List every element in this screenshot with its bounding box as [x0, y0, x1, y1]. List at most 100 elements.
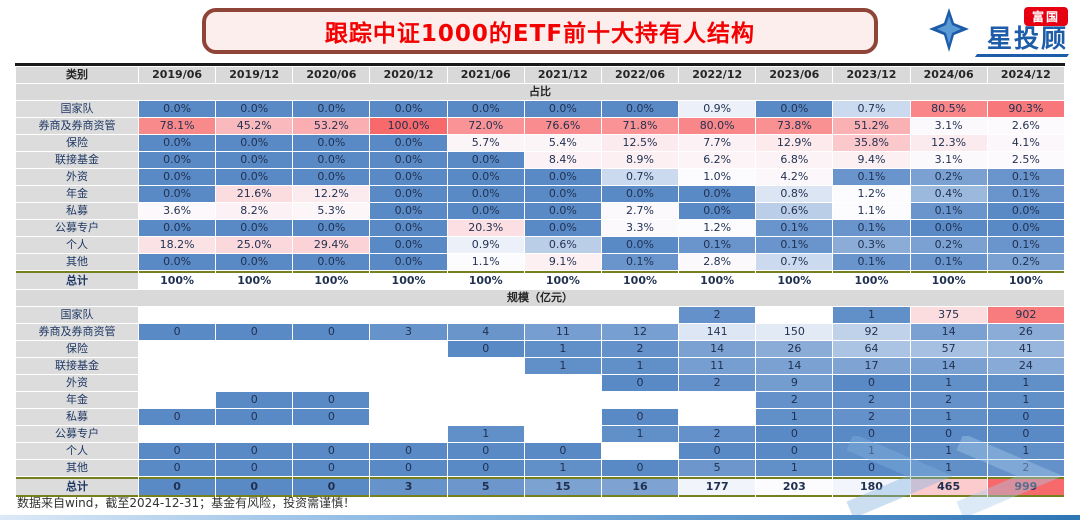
heatmap-cell: 1	[987, 375, 1064, 391]
heatmap-cell: 16	[601, 477, 679, 497]
heatmap-cell: 0.0%	[756, 101, 833, 117]
heatmap-cell: 6.2%	[679, 152, 756, 168]
heatmap-table: 类别 2019/06 2019/12 2020/06 2020/12 2021/06 202…	[15, 63, 1065, 498]
total-row: 总计 0 0 0 3 5 15 16 177 203 180 465 999	[16, 477, 1064, 497]
heatmap-cell: 0	[601, 375, 679, 391]
heatmap-cell: 180	[833, 477, 910, 497]
heatmap-cell: 73.8%	[756, 118, 833, 134]
heatmap-cell: 2	[679, 375, 756, 391]
bottom-accent-bar	[0, 515, 1080, 520]
table-row: 外资 0 2 9 0 1 1	[16, 375, 1064, 391]
heatmap-cell: 17	[833, 358, 910, 374]
heatmap-cell: 375	[910, 307, 987, 323]
data-source-note: 数据来自wind，截至2024-12-31；基金有风险，投资需谨慎！	[17, 496, 356, 510]
heatmap-cell: 0	[987, 426, 1064, 442]
table-row: 公募专户 0.0% 0.0% 0.0% 0.0% 20.3% 0.0% 3.3% 1.2% 0.1…	[16, 220, 1064, 236]
heatmap-cell: 26	[756, 341, 833, 357]
row-label: 年金	[16, 392, 138, 408]
heatmap-cell	[370, 392, 446, 408]
column-header: 2023/06	[756, 67, 833, 83]
heatmap-cell: 100%	[370, 271, 447, 289]
table-row: 年金 0 0 2 2 2 1	[16, 392, 1064, 408]
heatmap-cell: 15	[524, 477, 601, 497]
heatmap-cell: 1	[987, 392, 1064, 408]
heatmap-cell	[370, 375, 446, 391]
heatmap-cell: 0.0%	[370, 135, 447, 151]
heatmap-cell: 4.1%	[987, 135, 1064, 151]
heatmap-cell: 0.4%	[910, 186, 987, 202]
heatmap-cell: 0.0%	[370, 220, 447, 236]
heatmap-cell: 0	[833, 375, 910, 391]
heatmap-cell: 0.0%	[370, 254, 447, 270]
row-label: 联接基金	[16, 152, 138, 168]
heatmap-cell: 0	[447, 443, 524, 459]
heatmap-cell: 0.9%	[447, 237, 524, 253]
column-header-row: 类别 2019/06 2019/12 2020/06 2020/12 2021/06 202…	[16, 67, 1064, 83]
heatmap-cell	[602, 307, 678, 323]
row-label: 年金	[16, 186, 138, 202]
heatmap-cell	[602, 443, 678, 459]
heatmap-cell: 5	[679, 460, 756, 476]
heatmap-cell	[370, 341, 446, 357]
heatmap-cell: 0	[447, 341, 524, 357]
heatmap-cell: 41	[987, 341, 1064, 357]
heatmap-cell: 0.0%	[987, 203, 1064, 219]
heatmap-cell: 9.1%	[524, 254, 601, 270]
heatmap-cell: 0	[293, 477, 370, 497]
row-label: 公募专户	[16, 426, 138, 442]
heatmap-cell: 0.0%	[293, 169, 370, 185]
table-row: 个人 0 0 0 0 0 0 0 0 1 1 1	[16, 443, 1064, 459]
heatmap-cell: 1.2%	[679, 220, 756, 236]
heatmap-cell: 0.0%	[679, 203, 756, 219]
heatmap-cell: 0.0%	[293, 135, 370, 151]
heatmap-cell: 0.7%	[601, 169, 679, 185]
heatmap-cell: 0.0%	[139, 186, 216, 202]
heatmap-cell: 18.2%	[139, 237, 216, 253]
heatmap-cell: 0.0%	[139, 254, 216, 270]
heatmap-cell: 0	[833, 460, 910, 476]
heatmap-cell: 0.1%	[833, 220, 910, 236]
heatmap-cell: 57	[910, 341, 987, 357]
heatmap-cell	[602, 392, 678, 408]
heatmap-cell: 64	[833, 341, 910, 357]
heatmap-cell: 14	[679, 341, 756, 357]
heatmap-cell: 72.0%	[447, 118, 524, 134]
heatmap-cell: 0.0%	[524, 220, 601, 236]
row-label: 总计	[16, 477, 138, 497]
heatmap-cell: 5.7%	[447, 135, 524, 151]
heatmap-cell: 0.0%	[370, 186, 447, 202]
heatmap-cell: 5.4%	[524, 135, 601, 151]
heatmap-cell: 902	[987, 307, 1064, 323]
heatmap-cell: 9.4%	[833, 152, 910, 168]
star-icon	[927, 6, 971, 58]
heatmap-cell: 14	[910, 324, 987, 340]
heatmap-cell: 2	[987, 460, 1064, 476]
heatmap-cell: 0.0%	[601, 101, 679, 117]
heatmap-cell: 1	[524, 341, 601, 357]
row-label: 联接基金	[16, 358, 138, 374]
row-label: 券商及券商资管	[16, 324, 138, 340]
heatmap-cell: 150	[756, 324, 833, 340]
heatmap-cell: 999	[987, 477, 1064, 497]
heatmap-cell: 2.5%	[987, 152, 1064, 168]
heatmap-cell: 2	[679, 307, 756, 323]
column-header: 2021/06	[447, 67, 524, 83]
heatmap-cell: 1.1%	[833, 203, 910, 219]
heatmap-cell: 0.0%	[601, 186, 679, 202]
heatmap-cell: 0.1%	[833, 254, 910, 270]
heatmap-cell: 0.0%	[139, 169, 216, 185]
row-label: 个人	[16, 443, 138, 459]
column-header: 2024/12	[987, 67, 1064, 83]
heatmap-cell: 6.8%	[756, 152, 833, 168]
heatmap-cell: 1	[910, 443, 987, 459]
heatmap-cell: 0	[139, 443, 216, 459]
row-label: 总计	[16, 271, 138, 289]
heatmap-cell: 0	[524, 443, 601, 459]
heatmap-cell: 5	[447, 477, 524, 497]
heatmap-cell: 1	[524, 358, 601, 374]
heatmap-cell: 3.6%	[139, 203, 216, 219]
heatmap-cell: 12.9%	[756, 135, 833, 151]
heatmap-cell: 0.1%	[910, 254, 987, 270]
heatmap-cell: 2.6%	[987, 118, 1064, 134]
table-row: 个人 18.2% 25.0% 29.4% 0.0% 0.9% 0.6% 0.0% 0.1% 0.1…	[16, 237, 1064, 253]
